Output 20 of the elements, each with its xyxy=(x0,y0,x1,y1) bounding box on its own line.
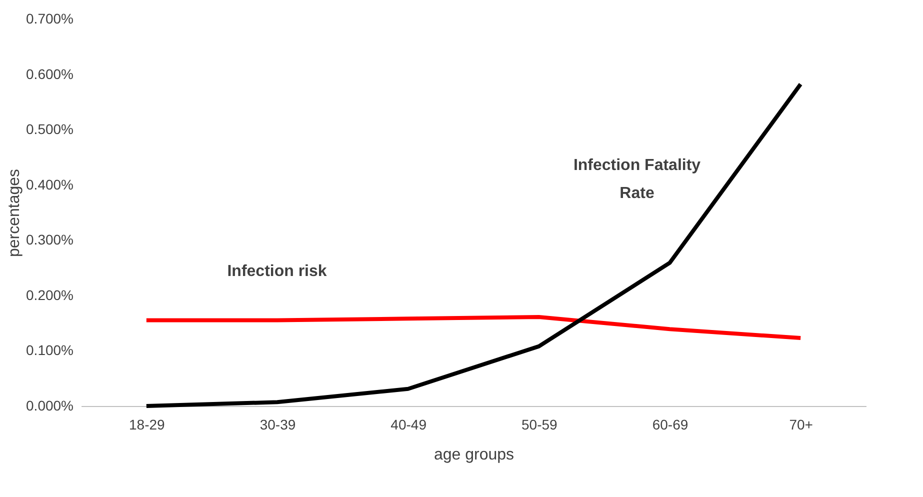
x-tick-label: 30-39 xyxy=(260,416,296,432)
y-tick-label: 0.000% xyxy=(26,398,74,414)
y-tick-label: 0.200% xyxy=(26,286,74,303)
series-label: Infection Fatality Rate xyxy=(573,157,701,202)
y-tick-label: 0.700% xyxy=(26,10,74,26)
x-tick-label: 18-29 xyxy=(129,416,166,432)
y-tick-label: 0.600% xyxy=(26,66,74,82)
y-tick-label: 0.300% xyxy=(26,232,74,248)
x-tick-label: 70+ xyxy=(789,416,813,432)
x-tick-label: 60-69 xyxy=(652,416,688,432)
x-tick-label: 50-59 xyxy=(522,416,558,432)
x-tick-label: 40-49 xyxy=(390,416,427,432)
text: Infection risk xyxy=(227,263,327,280)
line-series xyxy=(144,314,803,340)
line-series xyxy=(144,82,803,408)
y-tick-label: 0.500% xyxy=(26,121,74,138)
y-tick-label: 0.400% xyxy=(26,176,74,192)
y-axis-title: percentages xyxy=(6,168,24,258)
x-axis-title: age groups xyxy=(434,446,514,464)
y-tick-label: 0.100% xyxy=(26,342,74,358)
